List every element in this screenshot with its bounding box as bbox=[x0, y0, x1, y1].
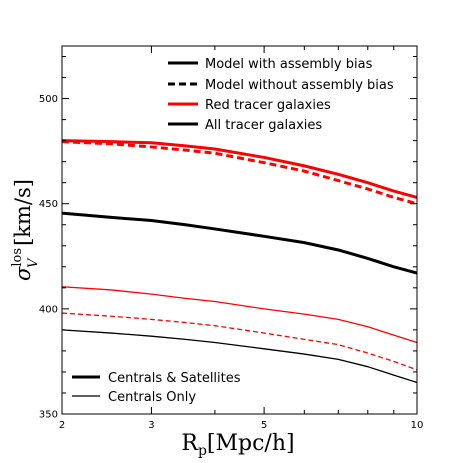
legend-label-centrals-only: Centrals Only bbox=[108, 390, 196, 405]
svg-text:σlosV [km/s]: σlosV [km/s] bbox=[10, 179, 41, 281]
legend-bottom: Centrals & Satellites Centrals Only bbox=[72, 371, 241, 405]
series-line-4 bbox=[61, 312, 418, 371]
x-axis-label: Rp[Mpc/h] bbox=[181, 431, 294, 459]
x-tick-label: 2 bbox=[59, 420, 65, 431]
x-tick-label: 10 bbox=[411, 420, 424, 431]
y-axis-label: σlosV [km/s] bbox=[10, 179, 41, 281]
legend-label-with-assembly-bias: Model with assembly bias bbox=[205, 57, 373, 72]
legend-label-all-tracer: All tracer galaxies bbox=[205, 118, 322, 133]
y-tick-label: 400 bbox=[39, 304, 58, 315]
y-axis-ticks: 350 400 450 500 bbox=[39, 56, 417, 421]
y-axis-label-main: σ bbox=[11, 266, 35, 281]
x-axis-label-main: R bbox=[181, 431, 199, 456]
plot-frame bbox=[61, 45, 418, 415]
legend-label-without-assembly-bias: Model without assembly bias bbox=[205, 78, 394, 93]
y-axis-label-rest: [km/s] bbox=[11, 179, 35, 253]
x-tick-label: 5 bbox=[261, 420, 267, 431]
series-line-3 bbox=[61, 286, 418, 344]
series-line-5 bbox=[61, 329, 418, 384]
plot-lines bbox=[61, 139, 418, 384]
y-tick-label: 350 bbox=[39, 410, 58, 421]
x-tick-label: 3 bbox=[148, 420, 154, 431]
series-line-1 bbox=[61, 140, 418, 206]
y-axis-label-sub: V bbox=[26, 257, 41, 268]
y-tick-label: 450 bbox=[39, 199, 58, 210]
y-tick-label: 500 bbox=[39, 94, 58, 105]
x-axis-ticks: 2 3 5 10 bbox=[59, 46, 424, 431]
legend-label-red-tracer: Red tracer galaxies bbox=[205, 98, 331, 113]
legend-label-centrals-satellites: Centrals & Satellites bbox=[108, 371, 241, 386]
series-line-0 bbox=[61, 139, 418, 199]
x-axis-label-sub: p bbox=[198, 443, 207, 459]
y-axis-label-sup: los bbox=[10, 248, 25, 267]
legend-top: Model with assembly bias Model without a… bbox=[168, 57, 394, 133]
x-axis-label-rest: [Mpc/h] bbox=[207, 431, 295, 456]
series-line-2 bbox=[61, 211, 418, 275]
